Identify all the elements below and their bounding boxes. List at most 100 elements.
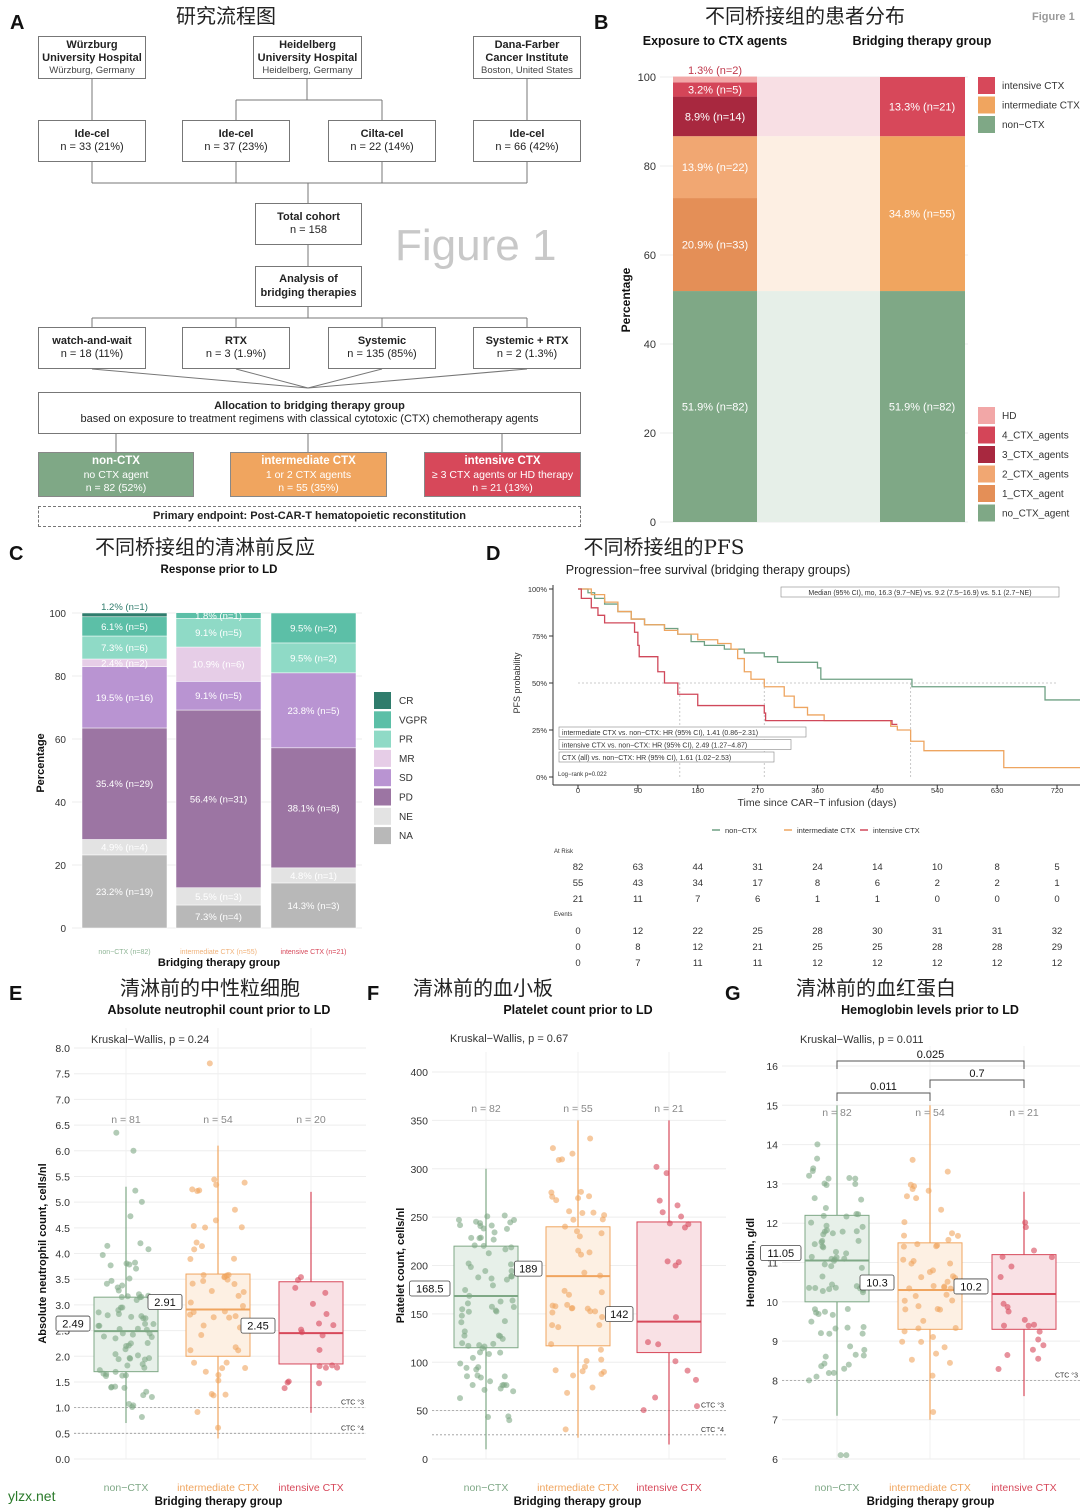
data-point <box>845 1361 852 1368</box>
x-tick-label: intensive CTX <box>991 1482 1056 1494</box>
median-label-box <box>514 1260 543 1277</box>
legend-swatch <box>374 730 391 748</box>
bar-segment <box>673 198 757 292</box>
data-point <box>832 1248 839 1255</box>
bar-label: 13.3% (n=21) <box>889 102 955 114</box>
data-point <box>508 1268 515 1275</box>
data-point <box>820 1212 827 1219</box>
risk-table-cell: 63 <box>633 862 644 873</box>
data-point <box>487 1378 494 1385</box>
risk-table-cell: 12 <box>872 958 883 969</box>
data-point <box>586 1193 593 1200</box>
y-tick-label: 50% <box>532 679 547 688</box>
data-point <box>678 1213 685 1220</box>
x-axis-label: Bridging therapy group <box>867 1496 995 1508</box>
data-point <box>465 1308 472 1315</box>
annotation-box <box>558 726 807 738</box>
group-n-label: n = 54 <box>915 1107 945 1119</box>
data-point <box>826 1286 833 1293</box>
data-point <box>841 1255 848 1262</box>
risk-table-cell: 55 <box>573 878 584 889</box>
bar-label: 19.5% (n=16) <box>96 693 153 704</box>
group-n-label: n = 21 <box>1009 1107 1039 1119</box>
data-point <box>860 1324 867 1331</box>
flow-band <box>757 291 880 522</box>
x-tick-label: 720 <box>1051 786 1064 795</box>
risk-table-cell: 1 <box>815 894 820 905</box>
data-point <box>597 1272 604 1279</box>
data-point <box>235 1292 242 1299</box>
bar-segment-pr <box>175 618 262 648</box>
data-point <box>826 1330 833 1337</box>
flow-band <box>757 136 880 292</box>
data-point <box>915 1303 922 1310</box>
data-point <box>861 1346 868 1353</box>
group-intermediate-ctx: intermediate CTX 1 or 2 CTX agents n = 55 … <box>230 452 387 497</box>
data-point <box>508 1244 515 1251</box>
risk-table-cell: 12 <box>692 942 703 953</box>
bar-segment <box>880 291 965 522</box>
y-tick-label: 1.5 <box>55 1377 70 1389</box>
legend-label: intermediate CTX <box>1002 101 1080 112</box>
group-desc: 1 or 2 CTX agents <box>265 468 352 481</box>
x-tick-label: 270 <box>751 786 764 795</box>
risk-table-cell: 32 <box>1052 926 1063 937</box>
analysis-box: Analysis of bridging therapies <box>255 266 362 307</box>
data-point <box>187 1347 194 1354</box>
data-point <box>549 1322 556 1329</box>
data-point <box>644 1339 651 1346</box>
data-point <box>480 1225 487 1232</box>
data-point <box>954 1232 961 1239</box>
x-tick-label: intermediate CTX <box>177 1482 259 1494</box>
data-point <box>578 1251 585 1258</box>
data-point <box>468 1234 475 1241</box>
panel-c-letter: C <box>9 543 24 565</box>
risk-table-cell: 12 <box>992 958 1003 969</box>
panel-e-title: 清淋前的中性粒细胞 <box>120 976 300 1000</box>
y-tick-label: 0 <box>60 924 66 935</box>
center-name: Würzburg <box>66 38 118 51</box>
y-tick-label: 350 <box>410 1115 428 1127</box>
data-point <box>581 1269 588 1276</box>
bar-label: 3.2% (n=5) <box>688 84 742 96</box>
data-point <box>316 1320 323 1327</box>
data-point <box>652 1394 659 1401</box>
data-point <box>819 1237 826 1244</box>
data-point <box>128 1313 135 1320</box>
median-label: 10.3 <box>866 1278 887 1290</box>
figure-watermark: Figure 1 <box>395 221 557 270</box>
total-cohort-box: Total cohort n = 158 <box>255 203 362 245</box>
bar-label: 35.4% (n=29) <box>96 779 153 790</box>
median-label: 189 <box>519 1264 537 1276</box>
data-point <box>548 1341 555 1348</box>
data-point <box>490 1340 497 1347</box>
panel-g-letter: G <box>725 983 741 1005</box>
risk-table-cell: 82 <box>573 862 584 873</box>
legend-swatch <box>374 749 391 767</box>
risk-table-cell: 25 <box>752 926 763 937</box>
y-tick-label: 5.5 <box>55 1171 70 1183</box>
y-tick-label: 50 <box>416 1406 428 1418</box>
data-point <box>491 1229 498 1236</box>
data-point <box>104 1242 111 1249</box>
data-point <box>316 1380 323 1387</box>
bar-label: 7.3% (n=6) <box>101 643 148 654</box>
data-point <box>929 1372 936 1379</box>
data-point <box>902 1306 909 1313</box>
analysis-line2: bridging therapies <box>260 286 357 299</box>
x-tick-label: non−CTX <box>464 1482 509 1494</box>
data-point <box>212 1217 219 1224</box>
data-point <box>95 1309 102 1316</box>
data-point <box>231 1280 238 1287</box>
data-point <box>502 1246 509 1253</box>
data-point <box>592 1308 599 1315</box>
data-point <box>945 1236 952 1243</box>
y-axis-label: Hemoglobin, g/dl <box>745 1218 757 1307</box>
y-tick-label: 300 <box>410 1164 428 1176</box>
bar-label: 6.1% (n=5) <box>101 622 148 633</box>
data-point <box>908 1356 915 1363</box>
y-axis-label: Percentage <box>619 267 633 332</box>
data-point <box>664 1258 671 1265</box>
bar-label: 9.1% (n=5) <box>195 691 242 702</box>
